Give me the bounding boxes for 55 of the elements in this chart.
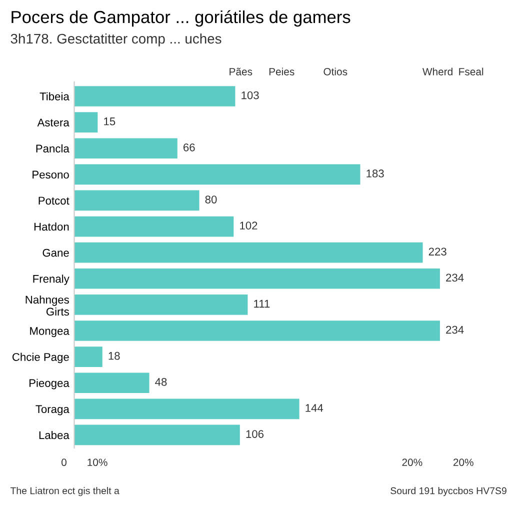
y-tick-label: Mongea [30,327,70,338]
bar [74,294,248,315]
text: 10% [88,458,108,466]
bar [74,138,178,159]
text: Pães [230,68,252,76]
y-tick-label: Nahnges Girts [26,295,69,316]
text: 0 [62,458,66,466]
bar [74,164,360,185]
data-label: 102 [240,222,258,230]
y-tick-label: Hatdon [34,222,69,231]
data-label: 103 [242,91,259,100]
data-label: 106 [246,430,264,438]
text: Fseal [459,68,484,76]
text: Wherd [422,68,452,76]
data-label: 18 [108,352,120,360]
data-label: 48 [155,378,167,386]
y-tick-label: Chcie Page [12,352,69,364]
y-tick-label: Gane [42,248,69,257]
data-label: 66 [184,143,195,152]
data-label: 234 [446,326,464,334]
bar [74,112,98,132]
bar [74,242,423,263]
y-tick-label: Frenaly [33,274,70,285]
bar [74,346,102,367]
text: 20% [402,458,422,466]
text: 20% [453,458,474,466]
bar [74,398,300,420]
text: Peies [269,68,294,76]
y-tick-label: Labea [39,430,70,440]
y-tick-label: Tibeia [40,92,70,100]
y-tick-label: Potcot [38,196,70,205]
data-label: 144 [306,404,324,412]
data-label: 111 [254,300,270,308]
chart-subtitle: 3h178. Gesctatitter comp ... uches [10,33,222,46]
data-label: 80 [205,196,217,204]
text: The Liatron ect gis thelt a [10,487,120,496]
y-tick-label: Toraga [36,405,70,416]
data-label: 15 [104,118,116,126]
data-label: 234 [446,274,464,282]
bar [74,424,240,446]
bar [74,190,200,211]
data-label: 223 [428,248,446,256]
y-tick-label: Pancla [36,144,70,152]
text: Sourd 191 byccbos HV7S9 [390,487,506,496]
y-tick-label: Pesono [32,170,69,179]
y-tick-label: Astera [37,118,70,126]
bar [74,320,440,341]
data-label: 183 [366,170,384,178]
text: Otios [324,68,348,76]
bar [74,268,440,289]
bar [74,86,236,106]
chart-title: Pocers de Gampator ... goriátiles de gamers [12,10,350,27]
bar [74,372,150,394]
bar [74,216,234,237]
y-tick-label: Pieogea [30,378,70,390]
